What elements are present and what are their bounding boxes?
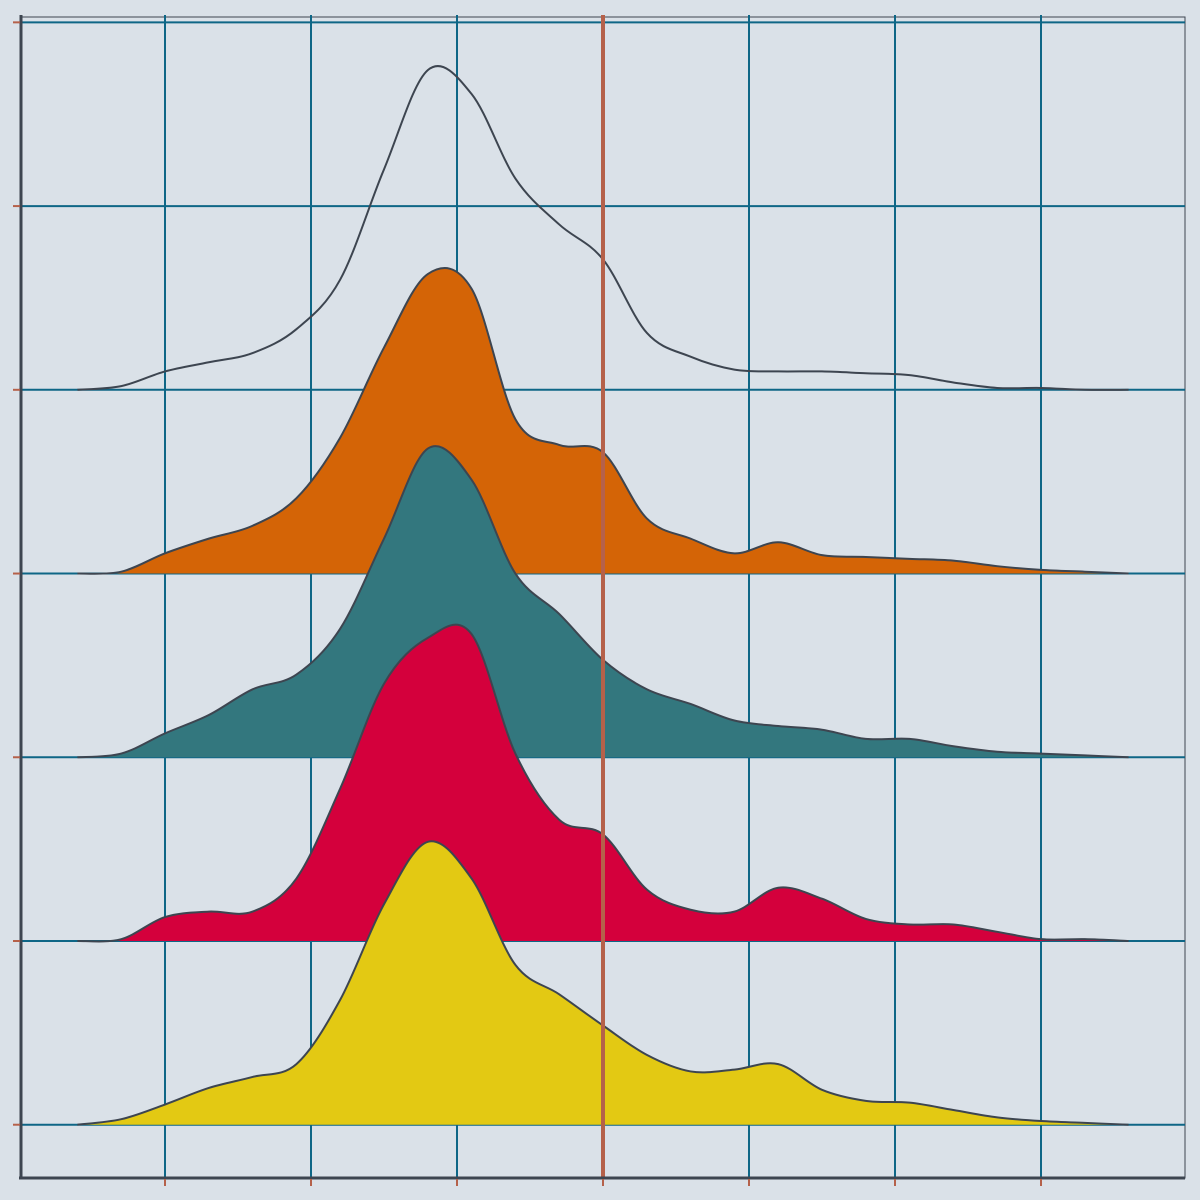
ridge-line [77,267,1129,575]
ridge-area [77,268,1129,574]
ridge-line [77,64,1129,391]
ridge-area [77,841,1129,1125]
ridge-line [77,623,1129,943]
ridge-line [77,445,1129,759]
ridge-area [77,624,1129,942]
ridge-area [77,446,1129,758]
ridge-line [77,840,1129,1126]
